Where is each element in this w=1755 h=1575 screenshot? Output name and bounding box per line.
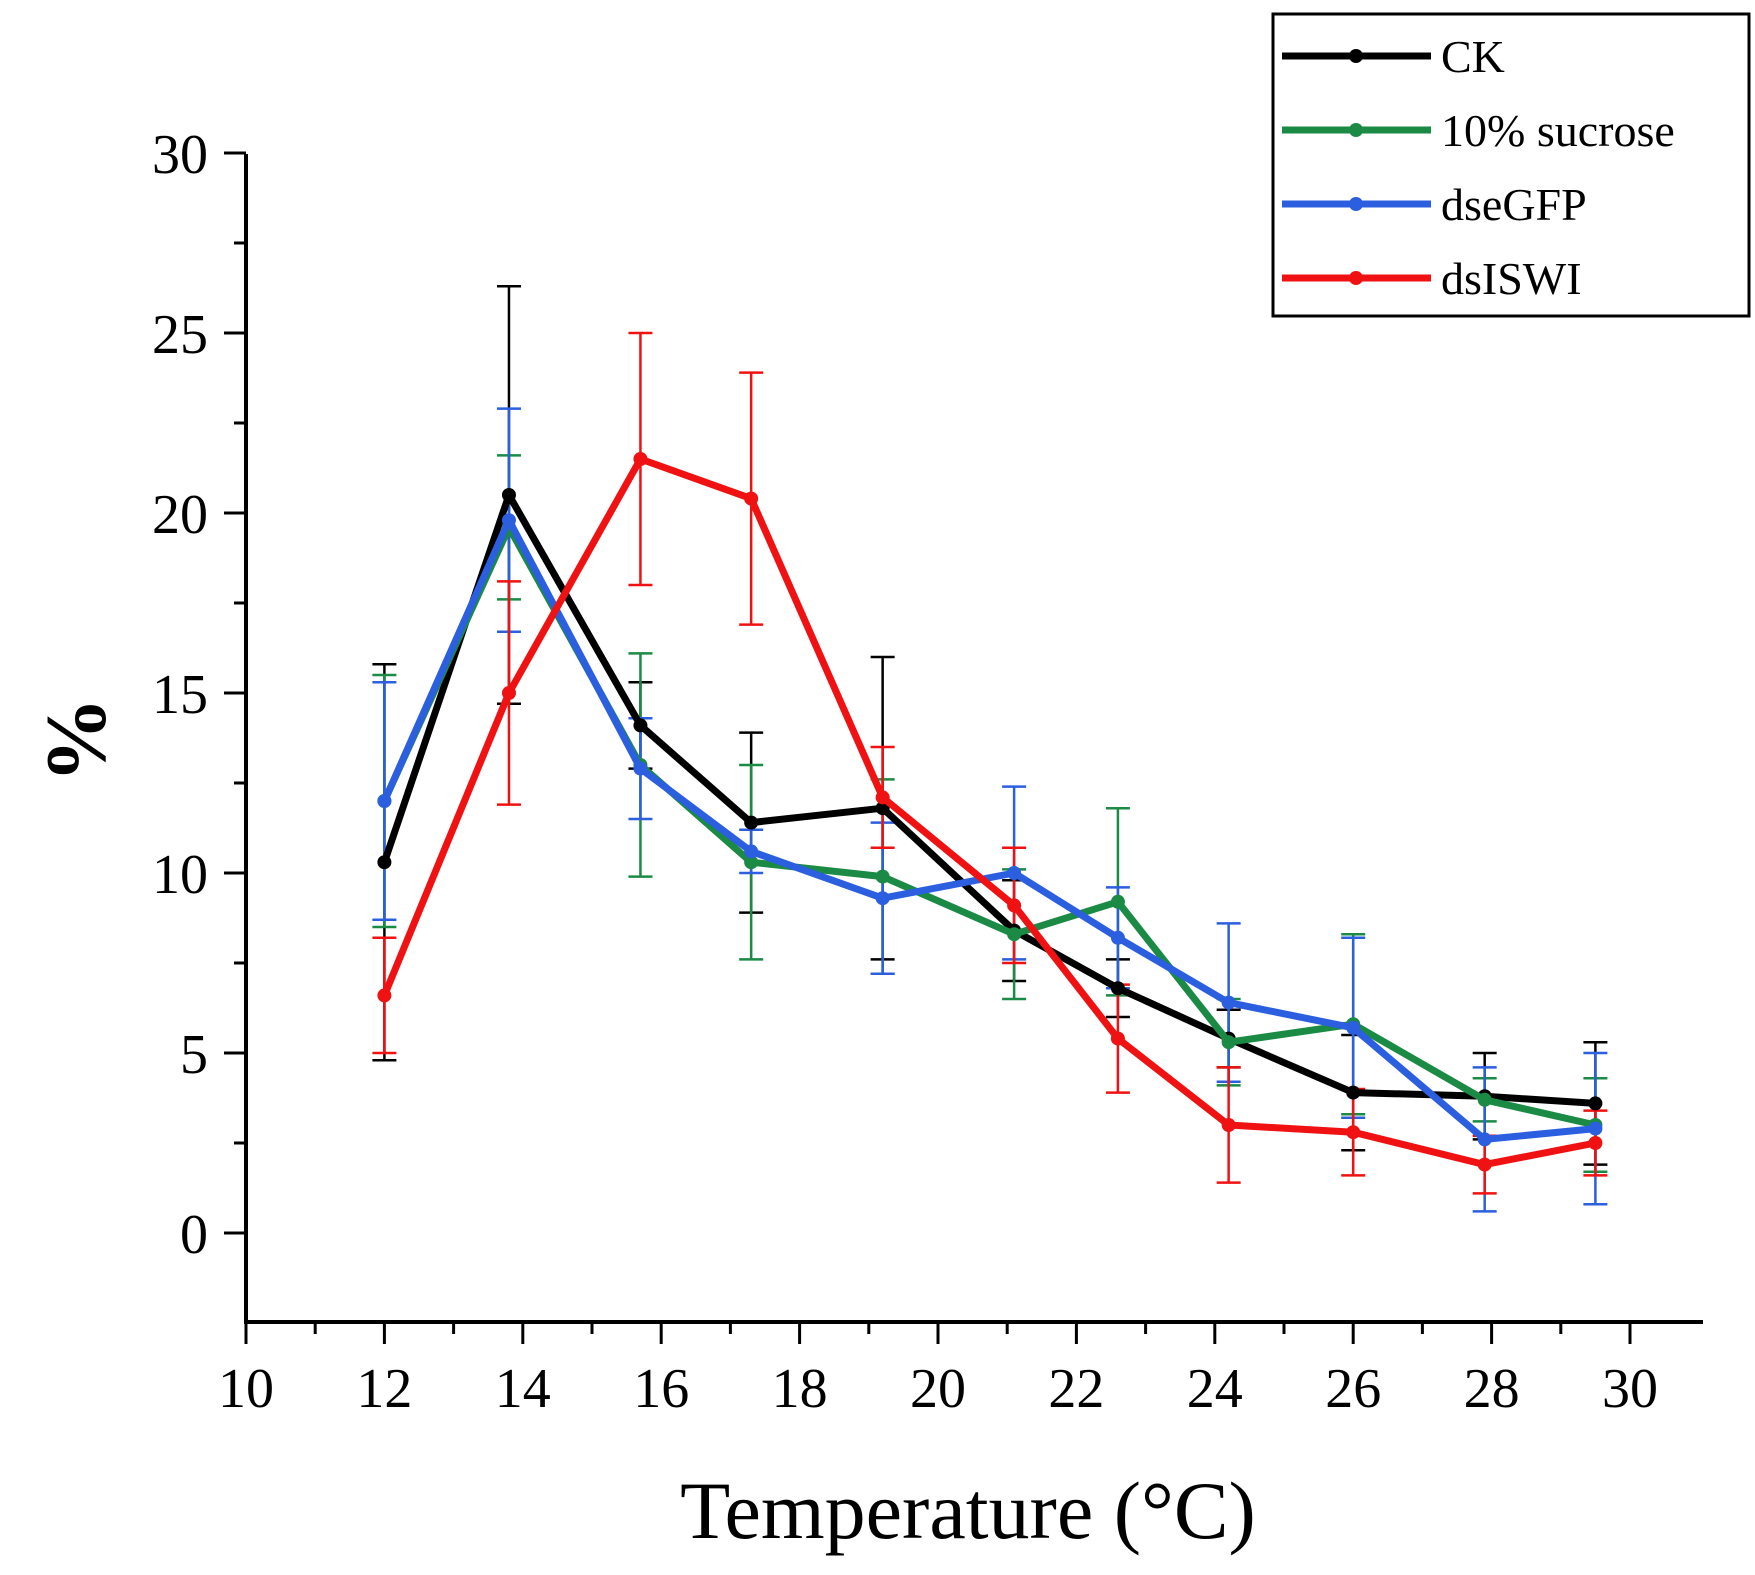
axes-layer: 0 5 10 15 20 25 30 10 12 14 16 18 20 22 24 26 28 30 <box>152 124 1703 1420</box>
data-point-dsegfp <box>1346 1020 1361 1035</box>
data-point-dsegfp <box>377 794 392 808</box>
data-point-10-sucrose <box>1007 927 1022 942</box>
data-point-dsiswi <box>1110 1031 1125 1046</box>
series-line-10-sucrose <box>380 523 1599 1129</box>
data-point-10-sucrose <box>875 869 890 884</box>
x-tick-label: 20 <box>910 1358 966 1420</box>
x-axis-title: Temperature (°C) <box>680 1465 1256 1556</box>
data-point-dsegfp <box>1007 866 1022 880</box>
data-point-ck <box>1110 981 1125 996</box>
legend-label: dseGFP <box>1441 179 1587 230</box>
y-tick-label: 5 <box>180 1024 208 1086</box>
legend-marker-10-sucrose <box>1349 123 1363 137</box>
x-tick-label: 10 <box>218 1358 274 1420</box>
data-point-ck <box>1346 1085 1361 1100</box>
data-point-dsiswi <box>501 686 516 700</box>
x-tick-label: 28 <box>1464 1358 1520 1420</box>
data-point-dsiswi <box>744 491 759 506</box>
data-point-ck <box>633 718 648 733</box>
y-tick-label: 0 <box>180 1204 208 1266</box>
legend-label: dsISWI <box>1441 253 1582 304</box>
data-point-ck <box>744 815 759 830</box>
data-point-dsiswi <box>875 790 890 805</box>
data-point-dsiswi <box>377 988 392 1003</box>
x-tick-label: 24 <box>1187 1358 1243 1420</box>
y-tick-label: 20 <box>152 484 208 546</box>
data-point-dsegfp <box>744 844 759 859</box>
data-point-dsegfp <box>1588 1121 1603 1136</box>
series-lines-layer <box>377 452 1603 1172</box>
x-tick-label: 26 <box>1325 1358 1381 1420</box>
data-point-ck <box>1588 1096 1603 1111</box>
data-point-dsegfp <box>1477 1132 1492 1147</box>
data-point-dsegfp <box>501 513 516 528</box>
legend-label: 10% sucrose <box>1441 105 1675 156</box>
data-point-dsiswi <box>1221 1118 1236 1132</box>
legend-marker-dsegfp <box>1349 197 1363 211</box>
y-tick-label: 30 <box>152 124 208 186</box>
legend: CK 10% sucrose dseGFP dsISWI <box>1271 12 1751 318</box>
y-tick-label: 10 <box>152 844 208 906</box>
data-point-dsegfp <box>875 891 890 906</box>
data-point-dsiswi <box>1346 1125 1361 1140</box>
x-tick-label: 14 <box>495 1358 551 1420</box>
error-bars-layer <box>372 284 1608 1213</box>
x-tick-label: 22 <box>1048 1358 1104 1420</box>
data-point-10-sucrose <box>744 855 759 870</box>
data-point-ck <box>501 488 516 502</box>
y-tick-label: 25 <box>152 304 208 366</box>
y-tick-label: 15 <box>152 664 208 726</box>
data-point-dsiswi <box>1007 898 1022 913</box>
x-tick-label: 18 <box>772 1358 828 1420</box>
data-point-dsegfp <box>1110 930 1125 945</box>
legend-label: CK <box>1441 31 1505 82</box>
data-point-10-sucrose <box>1221 1035 1236 1050</box>
data-point-10-sucrose <box>1477 1092 1492 1107</box>
data-point-dsiswi <box>1588 1136 1603 1150</box>
data-point-ck <box>377 855 392 870</box>
x-tick-label: 12 <box>356 1358 412 1420</box>
data-point-dsegfp <box>633 761 648 776</box>
x-tick-label: 16 <box>633 1358 689 1420</box>
legend-marker-ck <box>1349 49 1363 63</box>
legend-marker-dsiswi <box>1349 271 1363 285</box>
data-point-dsiswi <box>633 452 648 466</box>
data-point-dsiswi <box>1477 1157 1492 1172</box>
data-point-10-sucrose <box>1110 894 1125 909</box>
data-point-dsegfp <box>1221 995 1236 1010</box>
series-line-dsegfp <box>380 516 1599 1143</box>
legend-box <box>1271 12 1751 318</box>
y-axis-title: % <box>28 697 124 783</box>
x-tick-label: 30 <box>1602 1358 1658 1420</box>
